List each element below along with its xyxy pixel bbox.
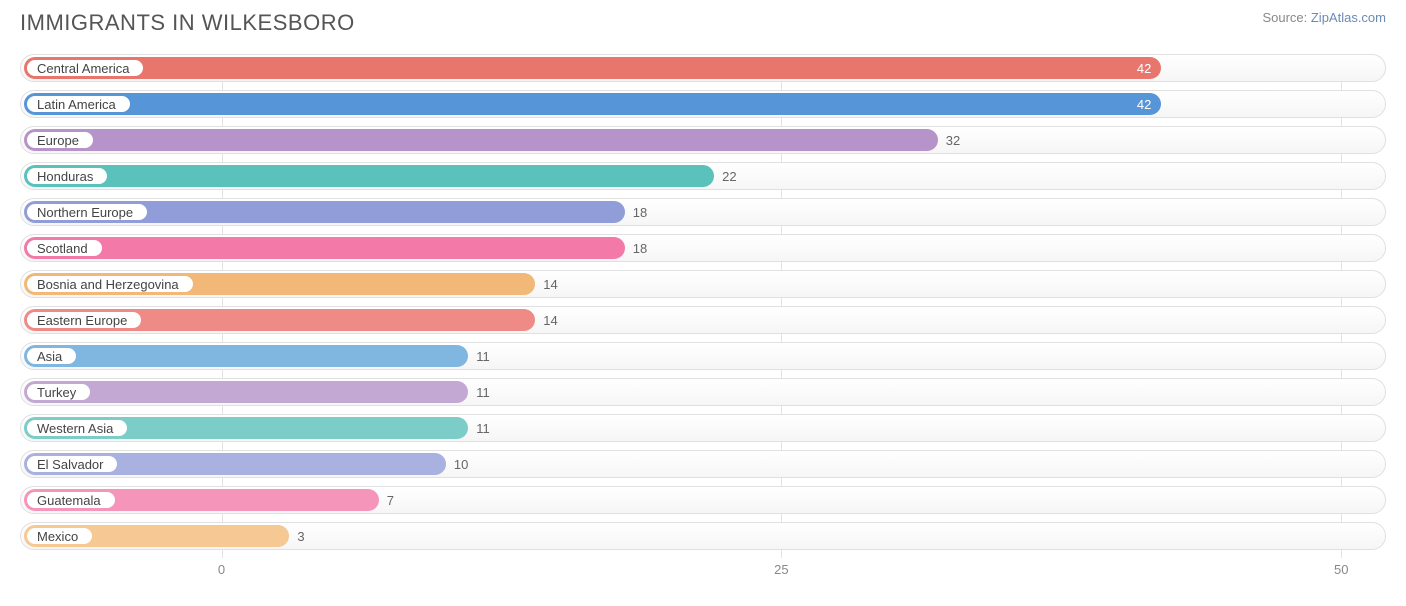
bar-row: El Salvador 10 [20,450,1386,478]
bar-row: Northern Europe 18 [20,198,1386,226]
bar-fill [24,237,625,259]
bar-label-pill: Bosnia and Herzegovina [25,274,195,294]
bar-value: 11 [468,343,490,369]
bar-label-pill: Eastern Europe [25,310,143,330]
bar-row: Mexico 3 [20,522,1386,550]
bar-row: Guatemala 7 [20,486,1386,514]
bar-label-pill: Latin America [25,94,132,114]
bar-row: Asia 11 [20,342,1386,370]
axis-tick-label: 0 [218,562,225,577]
bar-row: Europe 32 [20,126,1386,154]
bar-label-pill: Europe [25,130,95,150]
bar-label-pill: Western Asia [25,418,129,438]
bar-row: Bosnia and Herzegovina 14 [20,270,1386,298]
x-axis: 0 25 50 [20,558,1386,583]
bar-row: Scotland 18 [20,234,1386,262]
bar-value: 42 [1137,93,1151,115]
bar-fill [24,345,468,367]
bar-row: Turkey 11 [20,378,1386,406]
bar-value: 22 [714,163,736,189]
bar-value: 10 [446,451,468,477]
bar-row: Eastern Europe 14 [20,306,1386,334]
bar-row: 42 Central America [20,54,1386,82]
bar-label-pill: Northern Europe [25,202,149,222]
bar-label-pill: Guatemala [25,490,117,510]
source-prefix: Source: [1262,10,1310,25]
bar-value: 32 [938,127,960,153]
bar-label-pill: Honduras [25,166,109,186]
bar-fill [24,165,714,187]
bar-value: 11 [468,379,490,405]
bar-fill: 42 [24,57,1161,79]
bar-row: Honduras 22 [20,162,1386,190]
bar-fill: 42 [24,93,1161,115]
bar-value: 42 [1137,57,1151,79]
bar-label-pill: El Salvador [25,454,119,474]
bar-chart: 42Central America42Latin AmericaEurope32… [20,54,1386,583]
axis-tick-label: 50 [1334,562,1348,577]
bar-row: 42 Latin America [20,90,1386,118]
chart-header: IMMIGRANTS IN WILKESBORO Source: ZipAtla… [20,10,1386,36]
bar-rows: 42Central America42Latin AmericaEurope32… [20,54,1386,550]
bar-label-pill: Scotland [25,238,104,258]
bar-label-pill: Central America [25,58,145,78]
axis-tick-label: 25 [774,562,788,577]
bar-fill [24,129,938,151]
bar-row: Western Asia 11 [20,414,1386,442]
bar-label-pill: Mexico [25,526,94,546]
source-link[interactable]: ZipAtlas.com [1311,10,1386,25]
bar-value: 18 [625,235,647,261]
bar-value: 3 [289,523,304,549]
bar-value: 7 [379,487,394,513]
bar-label-pill: Asia [25,346,78,366]
source-attribution: Source: ZipAtlas.com [1262,10,1386,25]
bar-value: 18 [625,199,647,225]
bar-label-pill: Turkey [25,382,92,402]
chart-title: IMMIGRANTS IN WILKESBORO [20,10,355,36]
bar-value: 14 [535,307,557,333]
bar-value: 11 [468,415,490,441]
bar-value: 14 [535,271,557,297]
